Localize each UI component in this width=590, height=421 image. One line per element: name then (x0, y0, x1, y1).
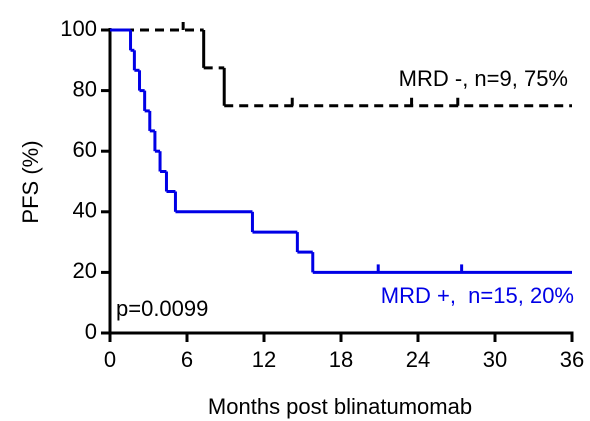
x-axis-label: Months post blinatumomab (208, 394, 472, 419)
y-tick-label: 100 (60, 16, 97, 41)
y-tick-label: 60 (73, 137, 97, 162)
x-tick-label: 36 (560, 347, 584, 372)
p-value: p=0.0099 (116, 296, 208, 321)
x-tick-label: 30 (483, 347, 507, 372)
y-tick-label: 80 (73, 76, 97, 101)
x-tick-label: 12 (252, 347, 276, 372)
x-tick-label: 18 (329, 347, 353, 372)
x-tick-label: 6 (181, 347, 193, 372)
y-tick-label: 0 (85, 319, 97, 344)
series-label: MRD -, n=9, 75% (399, 66, 568, 91)
y-axis-label: PFS (%) (18, 140, 43, 223)
y-tick-label: 40 (73, 198, 97, 223)
y-tick-label: 20 (73, 258, 97, 283)
series-label: MRD +, n=15, 20% (381, 283, 574, 308)
x-tick-label: 24 (406, 347, 430, 372)
x-tick-label: 0 (104, 347, 116, 372)
